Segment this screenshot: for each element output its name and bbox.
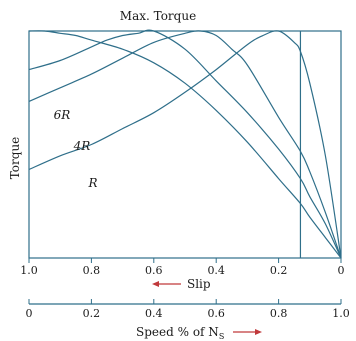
speed-tick-label: 0.8: [270, 307, 288, 320]
speed-tick-label: 0.6: [207, 307, 225, 320]
speed-tick-label: 0: [26, 307, 33, 320]
series-line-R: [28, 30, 342, 259]
series-label-R: R: [87, 176, 97, 190]
slip-tick-label: 0: [338, 264, 345, 277]
speed-tick-label: 1.0: [332, 307, 350, 320]
speed-axis-label: Speed % of NS: [136, 325, 224, 341]
axes: 1.0 0.8 0.6 0.4 0.2 0 0 0.2 0.4 0.6 0.8 1.0: [20, 258, 350, 320]
speed-tick-label: 0.4: [145, 307, 163, 320]
slip-tick-label: 0.8: [83, 264, 101, 277]
plot-frame: [28, 30, 342, 259]
series-line-6R: [28, 29, 342, 259]
chart-title: Max. Torque: [120, 9, 196, 23]
speed-direction-arrow: [233, 329, 262, 335]
y-axis-label: Torque: [8, 137, 22, 180]
series-label-4R: 4R: [73, 139, 91, 153]
series-line-4: [28, 30, 342, 259]
slip-tick-label: 0.4: [207, 264, 225, 277]
torque-curves: [28, 29, 342, 259]
speed-tick-label: 0.2: [83, 307, 101, 320]
slip-direction-arrow: [152, 281, 181, 287]
series-label-6R: 6R: [54, 108, 71, 122]
slip-tick-label: 1.0: [20, 264, 38, 277]
series-line-4R: [28, 30, 342, 259]
slip-tick-label: 0.2: [270, 264, 288, 277]
slip-tick-label: 0.6: [145, 264, 163, 277]
slip-axis-label: Slip: [187, 277, 211, 291]
